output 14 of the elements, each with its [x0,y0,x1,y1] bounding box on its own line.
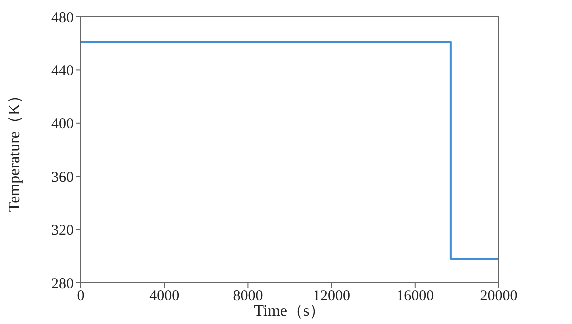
x-tick-label: 8000 [233,288,264,305]
y-tick-label: 320 [52,223,74,240]
x-tick-label: 4000 [150,288,180,305]
x-axis-title: Time（s） [254,303,326,320]
y-tick-label: 480 [52,10,74,26]
y-tick-label: 400 [52,116,74,133]
x-tick-label: 0 [77,288,85,305]
y-tick-label: 360 [52,170,74,186]
x-tick-label: 20000 [480,288,518,305]
y-tick-label: 280 [52,276,74,292]
y-tick-label: 440 [52,64,74,80]
x-tick-label: 12000 [313,288,351,305]
y-axis-title: Temperature（K） [6,88,24,212]
x-tick-label: 16000 [396,288,434,305]
